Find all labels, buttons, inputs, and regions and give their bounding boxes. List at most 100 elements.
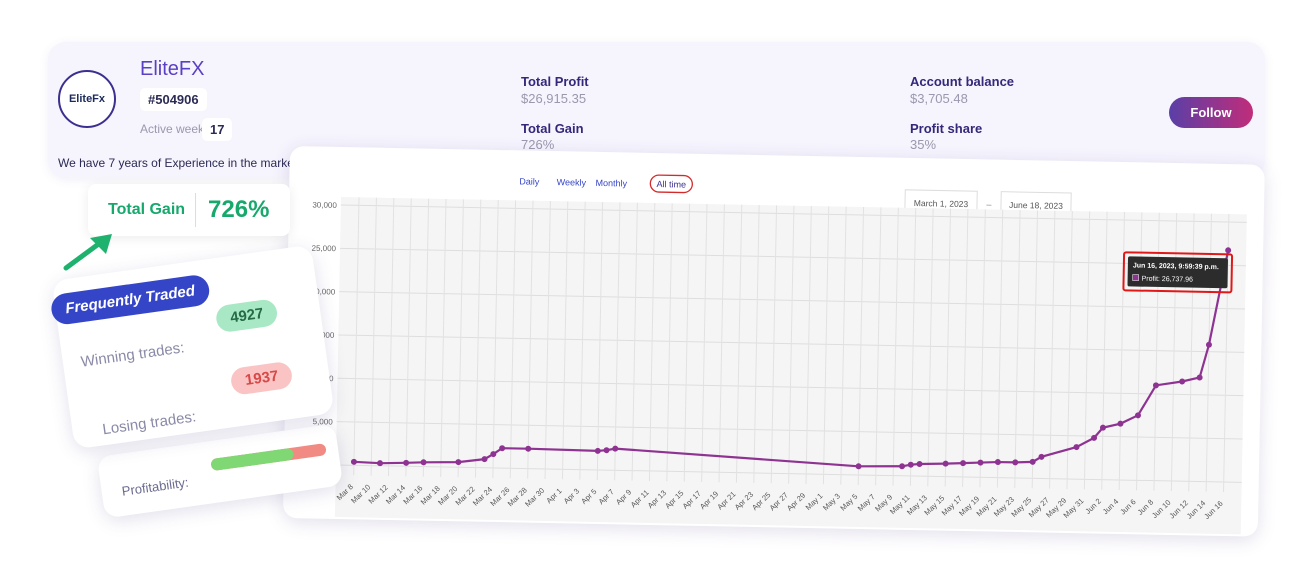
point[interactable] [1196,374,1203,381]
point[interactable] [977,459,984,466]
point[interactable] [490,451,497,458]
grid-line [857,207,865,485]
chart: Daily Weekly Monthly All time March 1, 2023 –… [309,174,1247,535]
point[interactable] [1038,453,1045,460]
y-tick-label: 30,000 [312,200,337,209]
grid-line [962,209,969,487]
point[interactable] [1099,424,1106,431]
profitability-bar [211,443,327,471]
point[interactable] [594,447,601,454]
grid-line [457,199,464,478]
point[interactable] [1205,341,1212,348]
losing-trades: 1937 [229,360,294,396]
point[interactable] [942,460,949,467]
point[interactable] [499,445,506,452]
trader-name: EliteFX [140,58,205,80]
grid-line [387,197,395,476]
date-from: March 1, 2023 [914,198,969,209]
grid-line [718,204,725,483]
grid-line [353,197,360,476]
grid-line [422,198,430,477]
grid-line [753,205,760,483]
point[interactable] [603,447,610,454]
grid-line [770,205,778,484]
follow-button[interactable]: Follow [1169,97,1253,128]
point[interactable] [916,461,923,468]
description-text: We have 7 years of Experience in the mar… [58,156,308,170]
point[interactable] [1012,459,1019,466]
profitability-card: Profitability: [96,423,344,519]
grid-line [405,198,412,477]
stat-label: Profit share [910,121,983,136]
grid-line [492,199,499,478]
grid-line [614,202,621,481]
point[interactable] [1225,247,1232,254]
gain-value: 726% [208,196,270,223]
badge: Frequently Traded [49,273,211,327]
grid-line [1031,210,1039,489]
tooltip-swatch [1132,274,1139,281]
grid-line [666,203,673,482]
tooltip [1127,256,1228,289]
grid-line [631,202,638,481]
arrow [63,234,112,271]
point[interactable] [525,445,532,452]
point[interactable] [420,459,427,466]
point[interactable] [1117,420,1124,427]
point[interactable] [377,460,384,467]
point[interactable] [1091,434,1098,441]
trades-card: Frequently Traded Winning trades: 4927 L… [49,244,335,450]
grid-line [370,197,377,476]
grid-line [683,203,691,482]
point[interactable] [1073,444,1080,451]
grid-line [892,207,899,486]
divider [195,193,197,227]
point[interactable] [899,463,906,470]
point[interactable] [907,461,914,468]
grid-line [701,204,708,482]
point[interactable] [1152,382,1159,389]
grid-line [996,209,1004,488]
tab[interactable]: All time [656,179,686,190]
active-weeks-label: Active weeks [140,122,211,136]
point[interactable] [481,456,488,463]
grid-line [440,198,447,477]
y-tick-label: 5,000 [313,417,334,426]
grid-line [927,208,934,487]
stat-label: Total Profit [521,74,589,89]
grid-line [544,200,551,479]
stat-value: 35% [910,137,937,152]
tab[interactable]: Daily [519,176,540,186]
grid-line [805,206,812,484]
grid-line [509,200,517,479]
point[interactable] [855,463,862,470]
point[interactable] [994,459,1001,466]
grid-line [648,203,656,481]
chart-panel: Daily Weekly Monthly All time March 1, 2023 –… [282,146,1265,537]
date-to: June 18, 2023 [1009,200,1063,211]
stat-label: Account balance [910,74,1015,89]
point[interactable] [612,445,619,452]
logo: EliteFx [58,70,116,128]
grid-line [909,208,917,486]
point[interactable] [1179,378,1186,385]
y-tick-label: 25,000 [311,244,336,253]
grid-line [596,202,604,480]
y-tick-label: 20,000 [311,287,336,296]
tab-highlight [649,174,693,194]
stat-value: $3,705.48 [910,91,968,106]
point[interactable] [960,460,967,467]
profitability-label: Profitability: [120,474,190,499]
tab[interactable]: Weekly [557,177,587,188]
point[interactable] [403,459,410,466]
grid-line [822,206,830,485]
grid-line [1014,210,1021,488]
gain-label: Total Gain [108,201,186,218]
tab[interactable]: Monthly [595,178,627,189]
point[interactable] [1029,458,1036,465]
point[interactable] [350,458,357,465]
point[interactable] [1134,412,1141,419]
point[interactable] [455,459,462,466]
grid-line [1049,210,1056,489]
